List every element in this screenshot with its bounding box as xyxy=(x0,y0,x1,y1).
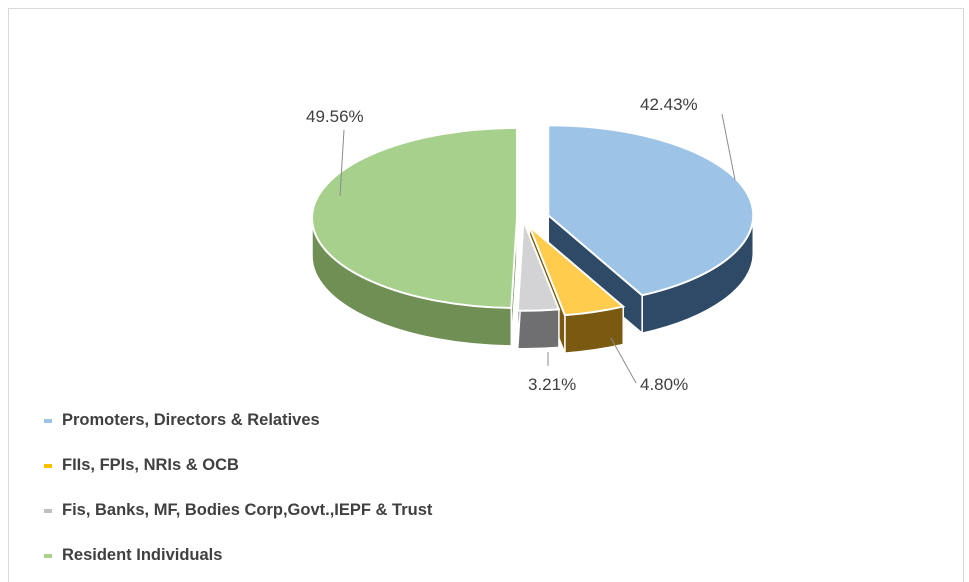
leader-line-residents xyxy=(339,129,345,197)
legend-swatch xyxy=(44,463,52,468)
legend-label: FIIs, FPIs, NRIs & OCB xyxy=(62,456,239,474)
pie-tops xyxy=(311,124,755,317)
legend-label: Fis, Banks, MF, Bodies Corp,Govt.,IEPF &… xyxy=(62,501,433,519)
legend-swatch xyxy=(44,553,52,558)
legend-label: Promoters, Directors & Relatives xyxy=(62,411,320,429)
leader-line-fiis xyxy=(610,337,637,384)
legend-item-promoters: Promoters, Directors & Relatives xyxy=(44,398,432,443)
legend-swatch xyxy=(44,508,52,513)
pie-slice-banks xyxy=(516,220,561,312)
leader-line-promoters xyxy=(721,113,736,181)
pie-slice-residents xyxy=(311,126,519,309)
leader-lines xyxy=(339,113,736,384)
pie-side-banks xyxy=(517,308,560,350)
pie-slice-fiis xyxy=(528,225,626,317)
legend-item-residents: Resident Individuals xyxy=(44,533,432,578)
legend-label: Resident Individuals xyxy=(62,546,223,564)
data-label-residents: 49.56% xyxy=(306,107,364,126)
data-label-fiis: 4.80% xyxy=(640,375,688,394)
legend-swatch xyxy=(44,418,52,423)
legend: Promoters, Directors & Relatives FIIs, F… xyxy=(44,398,432,578)
pie-slice-promoters xyxy=(547,124,755,297)
data-label-promoters: 42.43% xyxy=(640,95,698,114)
legend-item-fiis: FIIs, FPIs, NRIs & OCB xyxy=(44,443,432,488)
data-label-banks: 3.21% xyxy=(528,375,576,394)
legend-item-banks: Fis, Banks, MF, Bodies Corp,Govt.,IEPF &… xyxy=(44,488,432,533)
data-labels: 42.43% 4.80% 3.21% 49.56% xyxy=(306,95,698,394)
